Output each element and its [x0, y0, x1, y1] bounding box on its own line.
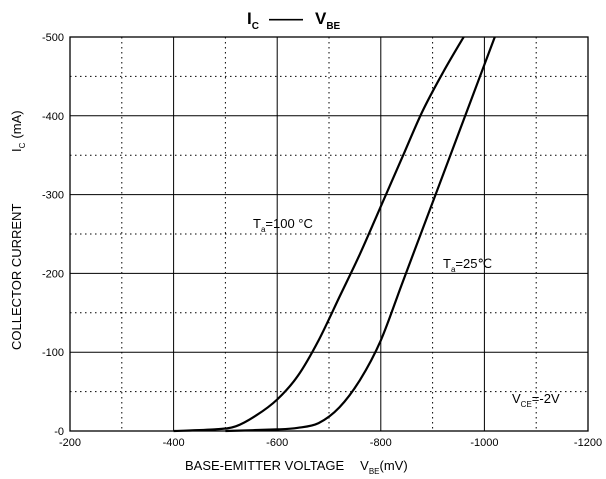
x-tick-label: -600: [266, 437, 288, 449]
y-tick-label: -0: [54, 426, 64, 438]
y-axis-symbol-sub: C: [18, 142, 27, 148]
vce-annotation: VCE=-2V: [512, 391, 560, 409]
chart-title: IC —— VBE: [247, 9, 341, 32]
title-vbe: V: [315, 9, 327, 28]
curve-label-100c: Ta=100 °C: [253, 216, 313, 234]
x-tick-label: -200: [59, 437, 81, 449]
y-axis-symbol: I: [9, 148, 24, 152]
curves: [173, 36, 496, 433]
label-100c-value: =100 °C: [265, 216, 312, 231]
vce-sub: CE: [521, 400, 532, 409]
y-axis-text: COLLECTOR CURRENT: [9, 204, 24, 350]
x-tick-label: -1200: [574, 437, 602, 449]
y-axis-unit: (mA): [9, 110, 24, 138]
plot-frame: [69, 36, 589, 432]
label-100c-t: T: [253, 216, 261, 231]
title-vbe-sub: BE: [326, 21, 340, 32]
grid-lines: [70, 37, 588, 431]
y-tick-label: -300: [42, 190, 64, 202]
title-ic: I: [247, 9, 252, 28]
label-25c-t: T: [443, 256, 451, 271]
y-tick-label: -200: [42, 268, 64, 280]
y-axis-title: COLLECTOR CURRENT: [9, 204, 24, 350]
label-100c-sub: a: [261, 225, 266, 234]
y-tick-label: -400: [42, 111, 64, 123]
vce-v: V: [512, 391, 521, 406]
x-tick-label: -1000: [470, 437, 498, 449]
x-axis-symbol: V: [360, 458, 369, 473]
label-25c-sub: a: [451, 265, 456, 274]
y-axis-symbol-group: IC (mA): [9, 110, 27, 152]
x-tick-label: -800: [370, 437, 392, 449]
x-axis-title: BASE-EMITTER VOLTAGE VBE(mV): [185, 458, 408, 476]
y-tick-labels: -0 -100 -200 -300 -400 -500: [42, 32, 64, 438]
y-tick-label: -500: [42, 32, 64, 44]
label-25c-value: =25℃: [455, 256, 492, 271]
title-ic-sub: C: [252, 21, 259, 32]
x-tick-label: -400: [163, 437, 185, 449]
x-axis-text: BASE-EMITTER VOLTAGE: [185, 458, 344, 473]
curve-100c: [173, 36, 465, 433]
x-tick-labels: -200 -400 -600 -800 -1000 -1200: [59, 437, 602, 449]
y-tick-label: -100: [42, 347, 64, 359]
x-axis-unit: (mV): [380, 458, 408, 473]
vce-value: =-2V: [532, 391, 560, 406]
x-axis-symbol-sub: BE: [369, 467, 380, 476]
title-dash: ——: [269, 9, 303, 28]
curve-label-25c: Ta=25℃: [443, 256, 492, 274]
curve-25c: [225, 36, 496, 433]
